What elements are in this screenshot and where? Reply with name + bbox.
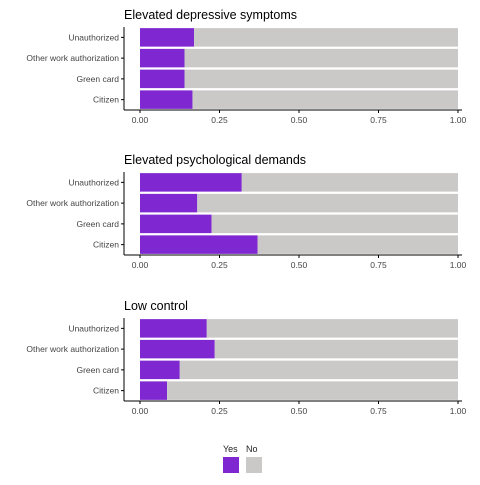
bar-no-unauthorized bbox=[206, 319, 458, 338]
bar-no-unauthorized bbox=[241, 173, 458, 192]
x-tick-label: 0.50 bbox=[291, 260, 308, 270]
legend-label-no: No bbox=[246, 444, 258, 454]
bar-no-other-work-authorization bbox=[214, 339, 458, 359]
bar-no-other-work-authorization bbox=[197, 193, 459, 213]
x-tick-label: 0.25 bbox=[211, 260, 228, 270]
bar-no-other-work-authorization bbox=[184, 48, 458, 68]
bar-no-green-card bbox=[184, 69, 458, 89]
bar-yes-other-work-authorization bbox=[140, 193, 198, 213]
legend: Yes No bbox=[223, 444, 262, 473]
category-label: Citizen bbox=[93, 386, 119, 396]
bar-yes-unauthorized bbox=[140, 319, 207, 338]
bar-yes-other-work-authorization bbox=[140, 48, 185, 68]
category-label: Unauthorized bbox=[68, 323, 119, 333]
category-label: Unauthorized bbox=[68, 177, 119, 187]
x-tick-label: 0.75 bbox=[370, 406, 387, 416]
category-label: Citizen bbox=[93, 95, 119, 105]
category-label: Green card bbox=[76, 219, 119, 229]
bar-no-citizen bbox=[257, 235, 458, 254]
x-tick-label: 0.75 bbox=[370, 115, 387, 125]
bar-yes-unauthorized bbox=[140, 173, 242, 192]
bar-yes-citizen bbox=[140, 381, 168, 400]
bar-yes-green-card bbox=[140, 360, 180, 380]
category-label: Citizen bbox=[93, 240, 119, 250]
bar-yes-citizen bbox=[140, 90, 193, 109]
x-tick-label: 1.00 bbox=[450, 260, 467, 270]
bar-no-green-card bbox=[179, 360, 458, 380]
category-label: Other work authorization bbox=[26, 344, 119, 354]
x-tick-label: 1.00 bbox=[450, 115, 467, 125]
panel-3: Low control Unauthorized Other work author… bbox=[26, 299, 466, 416]
x-tick-label: 0.75 bbox=[370, 260, 387, 270]
legend-swatch-no bbox=[246, 457, 262, 473]
panel-1: Elevated depressive symptoms Unauthorized… bbox=[26, 8, 466, 125]
bar-yes-citizen bbox=[140, 235, 258, 254]
x-tick-label: 0.00 bbox=[132, 260, 149, 270]
x-tick-label: 0.50 bbox=[291, 115, 308, 125]
bar-no-unauthorized bbox=[194, 28, 458, 47]
bar-no-citizen bbox=[167, 381, 458, 400]
category-label: Other work authorization bbox=[26, 53, 119, 63]
panel-title: Elevated psychological demands bbox=[124, 153, 306, 167]
x-tick-label: 1.00 bbox=[450, 406, 467, 416]
category-label: Other work authorization bbox=[26, 198, 119, 208]
bar-no-green-card bbox=[211, 214, 458, 234]
panel-title: Elevated depressive symptoms bbox=[124, 8, 297, 22]
panel-2: Elevated psychological demands Unauthoriz… bbox=[26, 153, 466, 270]
x-tick-label: 0.00 bbox=[132, 115, 149, 125]
bar-yes-green-card bbox=[140, 214, 212, 234]
bar-yes-unauthorized bbox=[140, 28, 195, 47]
legend-label-yes: Yes bbox=[223, 444, 238, 454]
category-label: Green card bbox=[76, 74, 119, 84]
category-label: Unauthorized bbox=[68, 32, 119, 42]
bar-yes-other-work-authorization bbox=[140, 339, 215, 359]
bar-no-citizen bbox=[192, 90, 458, 109]
bar-yes-green-card bbox=[140, 69, 185, 89]
x-tick-label: 0.25 bbox=[211, 115, 228, 125]
legend-swatch-yes bbox=[223, 457, 239, 473]
x-tick-label: 0.00 bbox=[132, 406, 149, 416]
x-tick-label: 0.25 bbox=[211, 406, 228, 416]
x-tick-label: 0.50 bbox=[291, 406, 308, 416]
category-label: Green card bbox=[76, 365, 119, 375]
panel-title: Low control bbox=[124, 299, 188, 313]
